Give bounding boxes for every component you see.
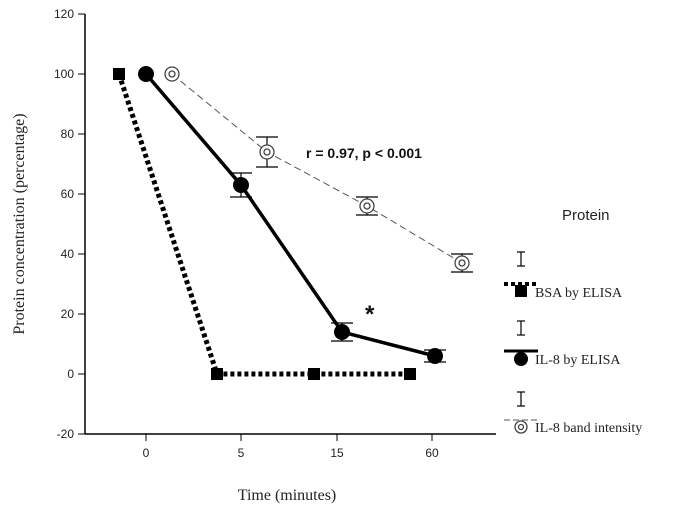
dotted-line-square-icon bbox=[504, 282, 538, 297]
data-point-square bbox=[404, 368, 416, 380]
data-point-circle bbox=[334, 324, 350, 340]
marker-inner-ring bbox=[168, 70, 176, 78]
legend-item-il8-band: IL-8 band intensity bbox=[504, 391, 642, 436]
legend: Protein BSA by ELISA IL-8 bbox=[504, 207, 642, 436]
data-point-circle bbox=[138, 66, 154, 82]
y-tick-label: 60 bbox=[61, 187, 75, 201]
y-ticks: 120 100 80 60 40 20 0 -20 bbox=[54, 7, 85, 441]
x-ticks: 0 5 15 60 bbox=[143, 434, 439, 460]
x-tick-label: 15 bbox=[330, 446, 344, 460]
series-line bbox=[144, 72, 436, 358]
marker-outer-ring bbox=[259, 144, 275, 160]
y-tick-label: 20 bbox=[61, 307, 75, 321]
marker-outer-ring bbox=[454, 255, 470, 271]
marker-outer-ring bbox=[164, 66, 180, 82]
x-tick-label: 5 bbox=[238, 446, 245, 460]
data-point-square bbox=[308, 368, 320, 380]
y-tick-label: 120 bbox=[54, 7, 74, 21]
data-point-circle bbox=[427, 348, 443, 364]
series-square bbox=[113, 68, 416, 380]
data-point-double-circle bbox=[454, 255, 470, 271]
data-point-square bbox=[113, 68, 125, 80]
marker-inner-ring bbox=[263, 148, 271, 156]
data-point-circle bbox=[233, 177, 249, 193]
y-tick-label: -20 bbox=[57, 427, 75, 441]
series-double-circle bbox=[164, 66, 473, 273]
data-point-double-circle bbox=[164, 66, 180, 82]
series-layer bbox=[113, 66, 473, 380]
x-tick-label: 0 bbox=[143, 446, 150, 460]
y-axis-title: Protein concentration (percentage) bbox=[11, 113, 28, 334]
errorbar-icon bbox=[517, 320, 525, 336]
marker-inner-ring bbox=[458, 259, 466, 267]
legend-item-bsa: BSA by ELISA bbox=[504, 251, 623, 301]
errorbar-icon bbox=[517, 391, 525, 407]
legend-label-il8-elisa: IL-8 by ELISA bbox=[535, 353, 621, 368]
series-circle bbox=[138, 66, 446, 364]
series-line bbox=[116, 73, 410, 377]
correlation-annotation: r = 0.97, p < 0.001 bbox=[306, 145, 422, 161]
data-point-square bbox=[211, 368, 223, 380]
data-point-double-circle bbox=[259, 144, 275, 160]
series-line bbox=[171, 73, 463, 264]
legend-label-il8-band: IL-8 band intensity bbox=[535, 421, 642, 436]
marker-outer-ring bbox=[359, 198, 375, 214]
legend-title: Protein bbox=[562, 207, 610, 224]
data-point-double-circle bbox=[359, 198, 375, 214]
solid-line-circle-icon bbox=[504, 349, 538, 366]
legend-label-bsa: BSA by ELISA bbox=[535, 286, 623, 301]
legend-item-il8-elisa: IL-8 by ELISA bbox=[504, 320, 621, 368]
y-tick-label: 100 bbox=[54, 67, 74, 81]
y-tick-label: 80 bbox=[61, 127, 75, 141]
x-axis-title: Time (minutes) bbox=[238, 487, 337, 504]
marker-inner-ring bbox=[363, 202, 371, 210]
errorbar-icon bbox=[517, 251, 525, 267]
x-tick-label: 60 bbox=[425, 446, 439, 460]
y-tick-label: 0 bbox=[67, 367, 74, 381]
significance-marker: * bbox=[365, 301, 375, 328]
dashed-line-double-circle-icon bbox=[504, 419, 538, 434]
y-tick-label: 40 bbox=[61, 247, 75, 261]
